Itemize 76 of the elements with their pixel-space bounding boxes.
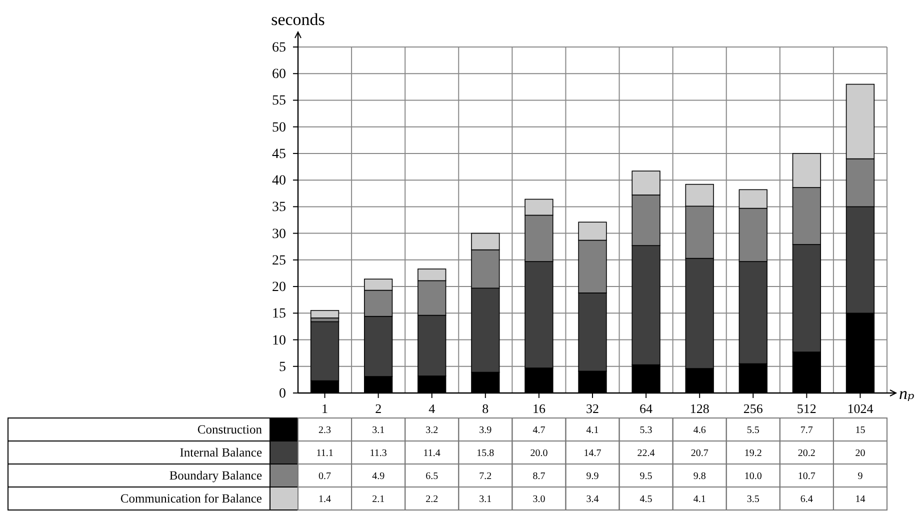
x-tick-label: 4 <box>428 401 436 416</box>
y-tick-label: 20 <box>272 280 286 296</box>
data-label: 4.6 <box>693 425 706 436</box>
data-label: 11.1 <box>316 448 334 459</box>
data-label: 11.4 <box>423 448 440 459</box>
legend-label: Construction <box>197 422 263 436</box>
data-label: 11.3 <box>370 448 387 459</box>
legend-label: Boundary Balance <box>169 468 262 482</box>
data-label: 5.5 <box>746 425 760 436</box>
y-tick-label: 15 <box>272 306 286 322</box>
data-label: 6.4 <box>800 494 813 505</box>
data-label: 9 <box>858 471 863 482</box>
y-tick-label: 35 <box>272 200 286 216</box>
data-label: 2.1 <box>372 494 385 505</box>
legend-label: Internal Balance <box>180 446 262 460</box>
x-axis-title: nₚ <box>899 384 914 403</box>
data-label: 10.7 <box>798 471 816 482</box>
legend-label: Communication for Balance <box>120 492 262 506</box>
data-label: 3.1 <box>372 425 385 436</box>
y-tick-label: 50 <box>272 120 286 136</box>
y-tick-label: 40 <box>272 174 286 189</box>
y-tick-label: 65 <box>272 40 286 56</box>
data-label: 4.9 <box>372 471 385 482</box>
data-label: 3.9 <box>479 425 492 436</box>
data-label: 3.4 <box>586 494 599 505</box>
data-label: 14 <box>855 494 866 505</box>
x-tick-label: 32 <box>586 401 599 416</box>
bar <box>310 310 340 318</box>
x-tick-label: 512 <box>796 401 816 416</box>
data-label: 4.7 <box>532 425 546 436</box>
y-tick-label: 30 <box>272 226 286 242</box>
data-label: 22.4 <box>637 448 655 459</box>
data-label: 6.5 <box>426 471 438 482</box>
data-label: 9.8 <box>693 471 706 482</box>
data-label: 15 <box>855 425 866 436</box>
x-tick-label: 2 <box>375 401 382 416</box>
x-tick-label: 64 <box>640 401 654 416</box>
y-tick-label: 45 <box>272 146 286 162</box>
data-label: 19.2 <box>744 448 762 459</box>
x-tick-label: 1024 <box>847 401 874 416</box>
y-tick-label: 55 <box>272 94 286 109</box>
y-tick-label: 10 <box>272 333 286 348</box>
x-tick-label: 256 <box>743 401 764 416</box>
data-label: 4.1 <box>693 494 706 505</box>
data-label: 10.0 <box>744 471 762 482</box>
x-tick-label: 16 <box>532 401 546 416</box>
data-label: 1.4 <box>318 494 332 505</box>
data-label: 14.7 <box>584 448 602 459</box>
y-tick-label: 5 <box>279 360 286 375</box>
data-label: 3.5 <box>746 494 760 505</box>
x-tick-label: 1 <box>322 401 328 416</box>
data-label: 3.0 <box>532 494 546 505</box>
data-label: 20.7 <box>690 448 708 459</box>
y-axis-title: seconds <box>271 10 325 29</box>
x-tick-label: 8 <box>482 401 489 416</box>
data-label: 8.7 <box>532 471 546 482</box>
data-label: 4.1 <box>586 425 599 436</box>
data-label: 2.3 <box>318 425 332 436</box>
y-tick-label: 25 <box>272 253 286 268</box>
data-label: 4.5 <box>640 494 652 505</box>
data-label: 20 <box>855 448 866 459</box>
data-label: 20.0 <box>530 448 548 459</box>
data-label: 9.9 <box>586 471 599 482</box>
data-label: 15.8 <box>476 448 494 459</box>
data-label: 0.7 <box>318 471 332 482</box>
data-label: 7.7 <box>800 425 813 436</box>
data-label: 3.2 <box>426 425 438 436</box>
data-label: 2.2 <box>426 494 438 505</box>
data-label: 7.2 <box>479 471 492 482</box>
data-label: 3.1 <box>479 494 492 505</box>
data-label: 20.2 <box>798 448 816 459</box>
y-tick-label: 60 <box>272 67 286 82</box>
y-tick-label: 0 <box>279 386 286 402</box>
data-label: 5.3 <box>640 425 652 436</box>
x-tick-label: 128 <box>690 401 710 416</box>
data-label: 9.5 <box>640 471 652 482</box>
